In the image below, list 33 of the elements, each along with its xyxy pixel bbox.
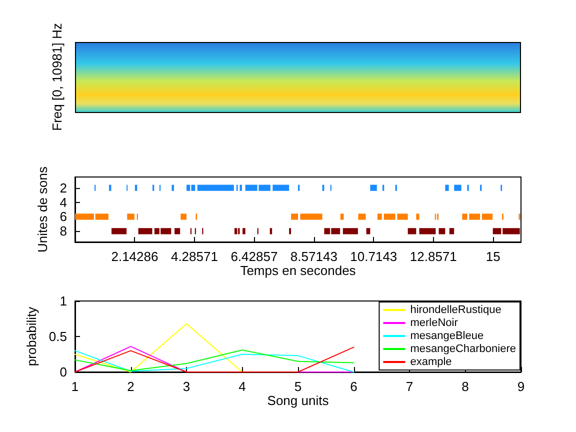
x-tick-label: 15: [486, 249, 500, 264]
y-tick-label: 8: [60, 224, 67, 239]
x-tick-label: 10.7143: [350, 249, 398, 264]
y-axis-title: Unites de sons: [34, 166, 50, 252]
x-tick-label: 4: [238, 379, 246, 394]
x-tick-label: 6.42857: [230, 249, 278, 264]
legend-label: hirondelleRustique: [410, 304, 502, 316]
y-tick-label: 4: [60, 194, 67, 210]
x-tick-label: 3: [182, 379, 190, 394]
text: Freq [0, 10981] Hz: [50, 23, 64, 131]
y-axis-title: probability: [24, 306, 40, 366]
legend-label: mesangeBleue: [410, 330, 484, 342]
y-tick-label: 2: [60, 180, 67, 196]
legend-label: merleNoir: [410, 317, 458, 329]
x-tick-label: 8: [462, 379, 469, 394]
x-tick-label: 9: [517, 379, 525, 394]
y-tick-label: 0: [60, 364, 67, 380]
x-axis-title: Song units: [267, 392, 330, 408]
x-tick-label: 12.8571: [410, 249, 457, 264]
x-tick-label: 2.14286: [111, 249, 158, 264]
x-tick-label: 8.57143: [290, 249, 338, 264]
y-tick-label: 6: [60, 209, 67, 224]
x-tick-label: 1: [71, 379, 79, 394]
legend-label: mesangeCharboniere: [410, 343, 516, 355]
x-tick-label: 5: [294, 379, 302, 394]
x-tick-label: 2: [127, 379, 134, 394]
x-axis-title: Temps en secondes: [240, 262, 356, 278]
y-tick-label: 0.5: [48, 329, 67, 344]
x-tick-label: 7: [406, 379, 414, 394]
y-tick-label: 1: [60, 294, 67, 308]
legend-label: example: [410, 356, 452, 368]
x-tick-label: 6: [350, 379, 358, 394]
x-tick-label: 4.28571: [170, 249, 218, 264]
